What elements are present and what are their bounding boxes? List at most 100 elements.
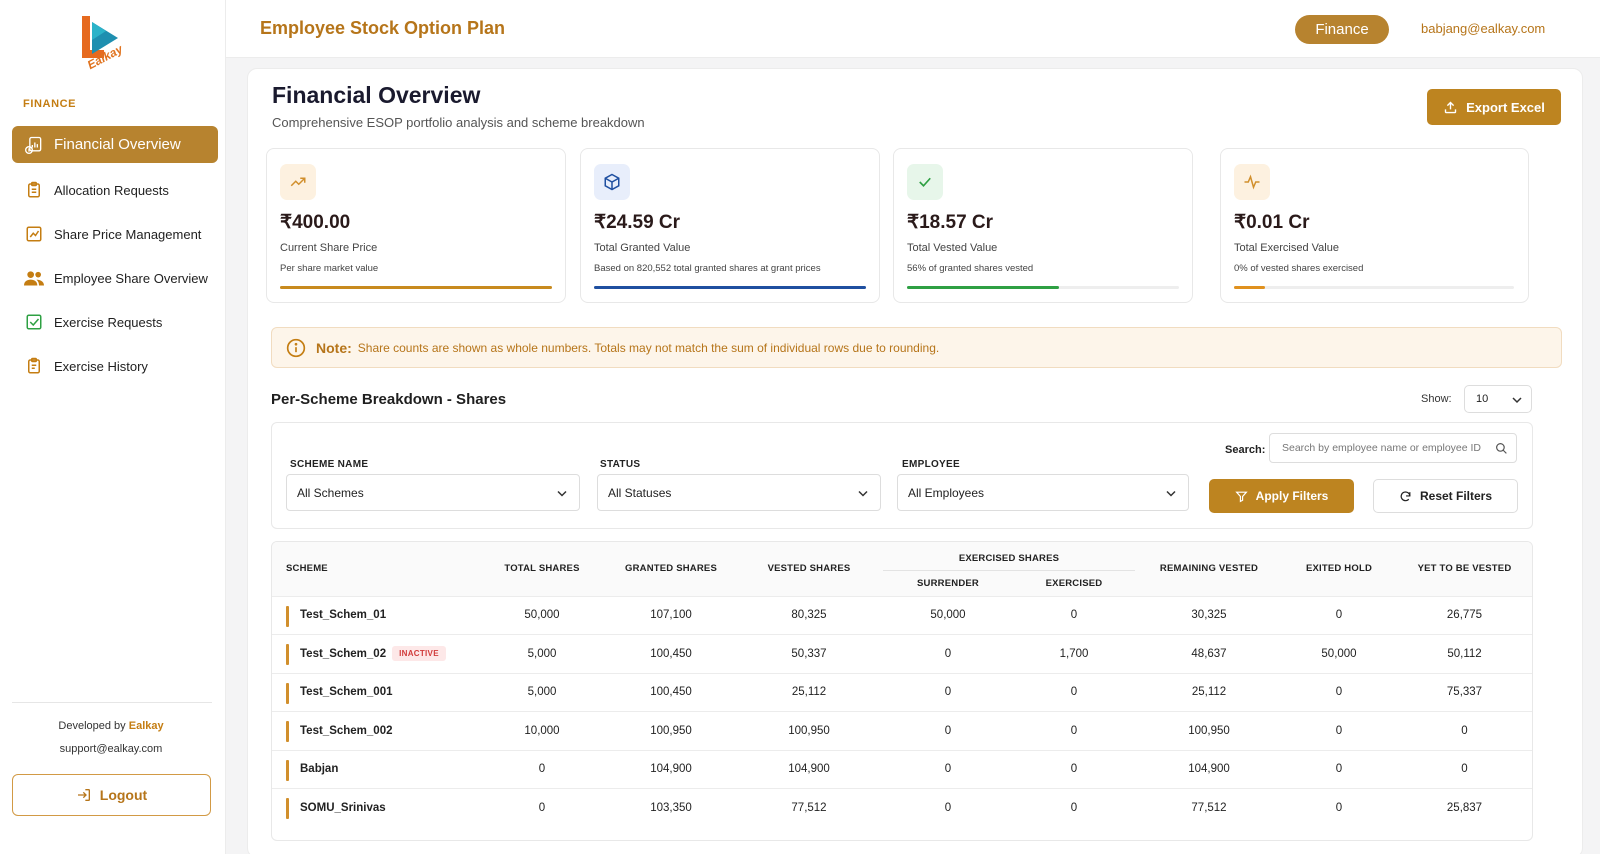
reset-filters-label: Reset Filters (1419, 489, 1493, 503)
user-email[interactable]: babjang@ealkay.com (1421, 21, 1546, 36)
row-accent-bar (286, 798, 289, 819)
cell-surrender: 0 (883, 634, 1013, 673)
stat-card-granted-value: ₹24.59 Cr Total Granted Value Based on 8… (580, 148, 880, 303)
status-select[interactable]: All Statuses (597, 474, 881, 511)
cell-surrender: 0 (883, 711, 1013, 750)
cell-yet: 0 (1395, 711, 1532, 750)
support-email[interactable]: support@ealkay.com (59, 743, 163, 755)
scheme-name: Test_Schem_001 (300, 686, 393, 699)
upload-icon (1444, 101, 1457, 113)
table-row[interactable]: Test_Schem_02 INACTIVE 5,000 100,450 50,337 0… (272, 634, 1532, 673)
scheme-name: Test_Schem_002 (300, 724, 393, 737)
col-header-surrender[interactable]: SURRENDER (917, 577, 979, 589)
employee-filter-label: EMPLOYEE (902, 459, 960, 470)
table-row[interactable]: Test_Schem_002 10,000 100,950 100,950 0 0 100,… (272, 711, 1532, 750)
cell-exercised: 0 (1013, 595, 1135, 635)
stat-label: Total Vested Value (907, 242, 998, 254)
logout-icon (77, 789, 90, 801)
col-header-remaining-vested[interactable]: REMAINING VESTED (1159, 563, 1259, 575)
col-header-granted-shares[interactable]: GRANTED SHARES (624, 563, 717, 575)
cell-granted: 100,450 (607, 672, 735, 712)
page-subtitle: Comprehensive ESOP portfolio analysis an… (272, 115, 645, 130)
scheme-name: Test_Schem_01 (300, 609, 387, 622)
export-excel-button[interactable]: Export Excel (1427, 89, 1561, 125)
table-row[interactable]: Test_Schem_01 50,000 107,100 80,325 50,000 0 3… (272, 595, 1532, 635)
cell-remaining: 100,950 (1135, 711, 1283, 750)
show-label: Show: (1421, 393, 1452, 405)
row-accent-bar (286, 721, 289, 742)
cell-total: 5,000 (477, 672, 607, 712)
developed-by-brand[interactable]: Ealkay (128, 720, 164, 732)
employee-select[interactable]: All Employees (897, 474, 1189, 511)
note-title: Note: (316, 339, 352, 356)
cell-remaining: 48,637 (1135, 634, 1283, 673)
cell-scheme: Test_Schem_01 (272, 595, 477, 635)
sidebar-item-exercise-requests[interactable]: Exercise Requests (12, 303, 218, 341)
col-header-scheme[interactable]: SCHEME (286, 563, 328, 575)
col-header-yet-to-be-vested[interactable]: YET TO BE VESTED (1417, 563, 1512, 575)
scheme-select[interactable]: All Schemes (286, 474, 580, 511)
search-icon (1496, 443, 1507, 454)
sidebar-item-exercise-history[interactable]: Exercise History (12, 347, 218, 385)
col-header-vested-shares[interactable]: VESTED SHARES (767, 563, 851, 575)
top-bar: Employee Stock Option Plan Finance babja… (226, 0, 1600, 58)
activity-icon (1234, 164, 1270, 200)
cell-total: 10,000 (477, 711, 607, 750)
ealkay-logo[interactable] (78, 14, 126, 68)
chevron-down-icon (557, 490, 567, 497)
logout-button[interactable]: Logout (12, 774, 211, 816)
apply-filters-button[interactable]: Apply Filters (1209, 479, 1354, 513)
chart-icon (24, 224, 44, 244)
role-badge[interactable]: Finance (1295, 15, 1389, 44)
cell-vested: 104,900 (735, 749, 883, 789)
sidebar-item-label: Employee Share Overview (54, 270, 208, 286)
table-row[interactable]: Babjan 0 104,900 104,900 0 0 104,900 0 0 (272, 749, 1532, 789)
sidebar-item-share-price-management[interactable]: Share Price Management (12, 215, 218, 253)
cell-scheme: Babjan (272, 749, 477, 789)
sidebar-item-label: Exercise Requests (54, 314, 163, 330)
stat-description: Based on 820,552 total granted shares at… (594, 263, 821, 274)
cube-icon (594, 164, 630, 200)
scheme-name: Babjan (300, 763, 339, 776)
sidebar-item-label: Allocation Requests (54, 182, 169, 198)
rounding-note: Note: Share counts are shown as whole nu… (271, 327, 1562, 368)
chevron-down-icon (1512, 397, 1522, 404)
cell-surrender: 50,000 (883, 595, 1013, 635)
sidebar-item-label: Share Price Management (54, 226, 202, 242)
cell-granted: 104,900 (607, 749, 735, 789)
stat-progress-track (907, 286, 1179, 289)
col-header-exited-hold[interactable]: EXITED HOLD (1305, 563, 1373, 575)
sidebar-section-title: FINANCE (23, 98, 77, 110)
cell-exercised: 0 (1013, 672, 1135, 712)
reset-filters-button[interactable]: Reset Filters (1373, 479, 1518, 513)
filter-panel: SCHEME NAME All Schemes STATUS All Statu… (271, 422, 1533, 529)
cell-scheme: Test_Schem_001 (272, 672, 477, 712)
sidebar-item-financial-overview[interactable]: Financial Overview (12, 126, 218, 163)
stat-label: Current Share Price (280, 242, 378, 254)
table-row[interactable]: SOMU_Srinivas 0 103,350 77,512 0 0 77,512 0 25,8… (272, 788, 1532, 827)
info-icon (286, 338, 306, 357)
col-header-total-shares[interactable]: TOTAL SHARES (504, 563, 580, 575)
stat-progress-fill (280, 286, 552, 289)
sidebar-item-allocation-requests[interactable]: Allocation Requests (12, 171, 218, 209)
chevron-down-icon (1166, 490, 1176, 497)
clipboard-icon (24, 180, 44, 200)
table-row[interactable]: Test_Schem_001 5,000 100,450 25,112 0 0 25,112… (272, 672, 1532, 712)
refresh-icon (1400, 490, 1411, 501)
stat-value: ₹24.59 Cr (594, 212, 681, 233)
cell-exercised: 1,700 (1013, 634, 1135, 673)
col-header-exercised[interactable]: EXERCISED (1045, 577, 1103, 589)
stat-description: Per share market value (280, 263, 379, 274)
page-size-select[interactable]: 10 (1464, 385, 1532, 413)
search-placeholder: Search by employee name or employee ID (1282, 442, 1482, 454)
cell-total: 50,000 (477, 595, 607, 635)
cell-exited: 0 (1283, 711, 1395, 750)
stat-description: 0% of vested shares exercised (1234, 263, 1364, 274)
check-icon (907, 164, 943, 200)
cell-exited: 0 (1283, 788, 1395, 827)
cell-vested: 77,512 (735, 788, 883, 827)
search-input[interactable]: Search by employee name or employee ID (1269, 433, 1517, 463)
sidebar-item-employee-share-overview[interactable]: Employee Share Overview (12, 259, 218, 297)
stat-label: Total Granted Value (594, 242, 691, 254)
cell-total: 0 (477, 749, 607, 789)
